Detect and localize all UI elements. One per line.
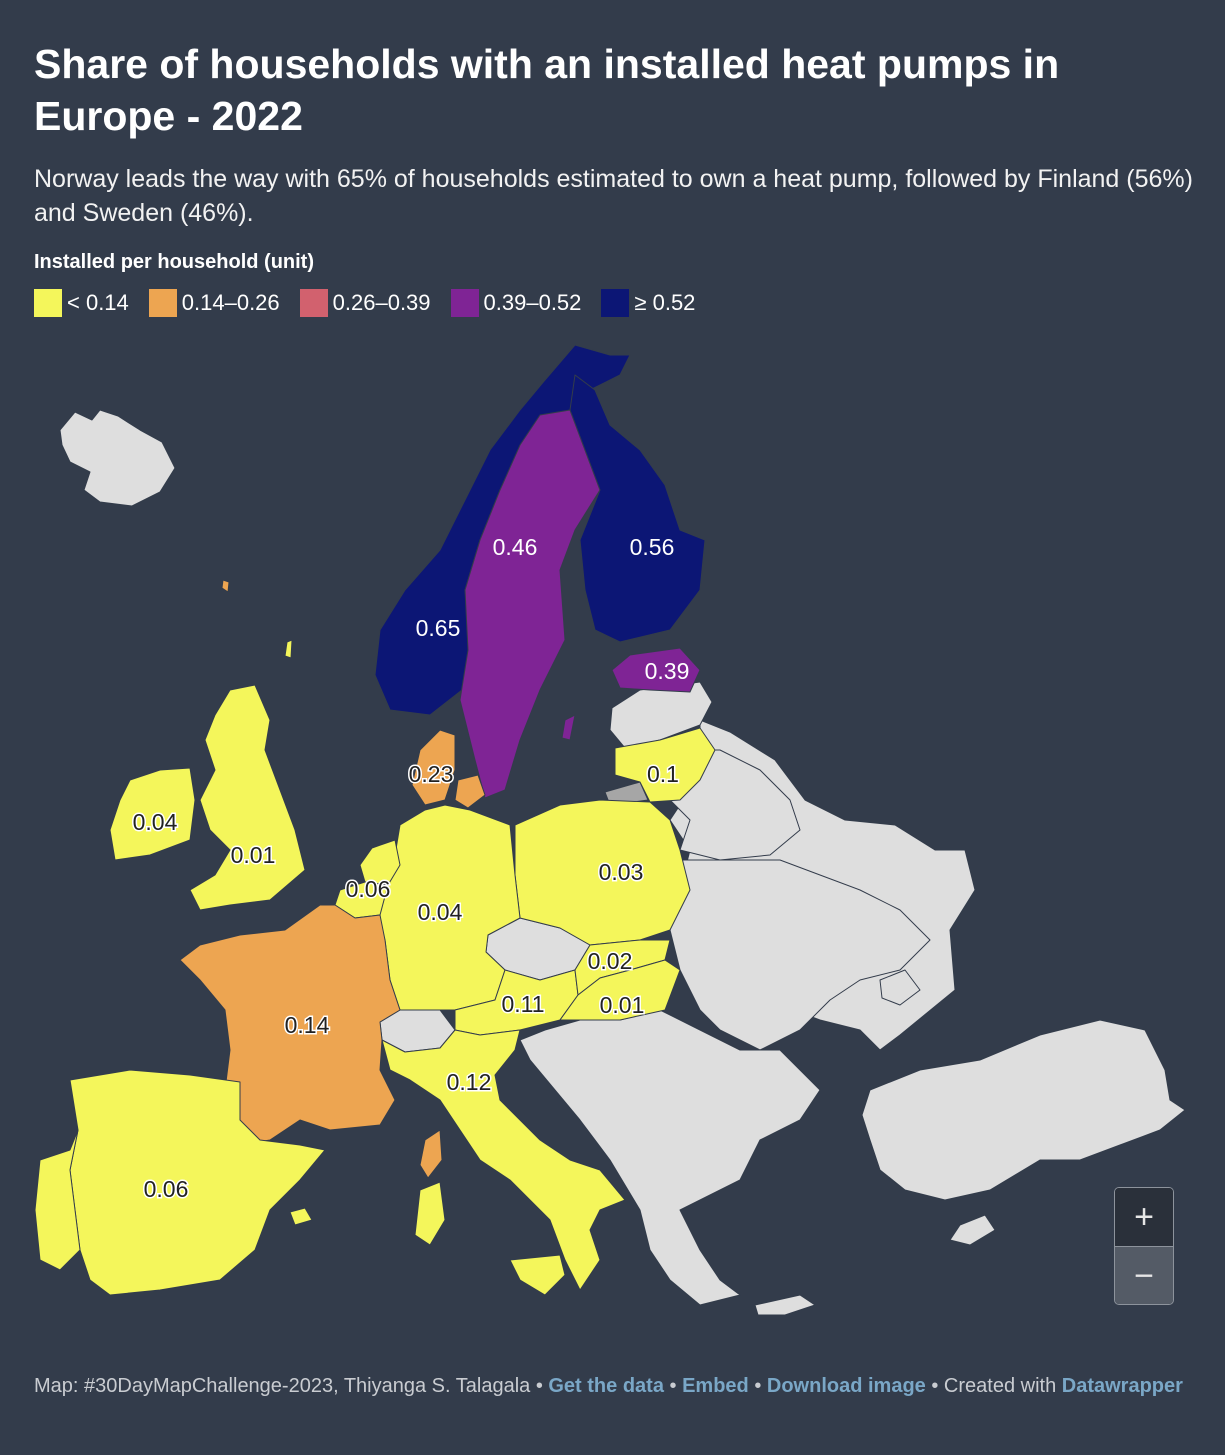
region-italy[interactable] xyxy=(381,1029,626,1291)
legend-swatch-2 xyxy=(148,289,177,317)
region-ukraine[interactable] xyxy=(669,859,931,1051)
region-portugal[interactable] xyxy=(34,1129,81,1271)
get-data-link[interactable]: Get the data xyxy=(548,1375,664,1397)
region-denmark[interactable] xyxy=(411,729,456,806)
chart-subtitle: Norway leads the way with 65% of househo… xyxy=(34,165,1193,227)
label-belgium: 0.06 xyxy=(346,876,391,902)
legend-title: Installed per household (unit) xyxy=(34,251,314,273)
legend-item-5: ≥ 0.52 xyxy=(601,289,695,317)
region-lithuania[interactable] xyxy=(614,727,716,803)
footer-created: • Created with xyxy=(925,1375,1062,1397)
legend-label-2: 0.14–0.26 xyxy=(181,290,280,315)
legend-swatch-3 xyxy=(299,289,328,317)
legend: < 0.14 0.14–0.26 0.26–0.39 0.39–0.52 ≥ 0… xyxy=(34,289,695,317)
label-italy: 0.12 xyxy=(447,1069,492,1095)
legend-label-1: < 0.14 xyxy=(67,290,129,315)
region-sardinia[interactable] xyxy=(414,1181,446,1246)
region-estonia[interactable] xyxy=(611,647,701,693)
label-estonia: 0.39 xyxy=(645,658,690,684)
label-denmark: 0.23 xyxy=(409,761,454,787)
region-poland[interactable] xyxy=(514,799,691,946)
region-gotland[interactable] xyxy=(561,714,576,741)
footer-source: Map: #30DayMapChallenge-2023, Thiyanga S… xyxy=(34,1375,549,1397)
label-slovakia: 0.02 xyxy=(588,948,633,974)
label-finland: 0.56 xyxy=(630,534,675,560)
label-hungary: 0.01 xyxy=(600,992,645,1018)
embed-link[interactable]: Embed xyxy=(682,1375,749,1397)
label-france: 0.14 xyxy=(285,1012,330,1038)
legend-swatch-5 xyxy=(601,289,630,317)
region-uk[interactable] xyxy=(189,684,306,911)
label-uk: 0.01 xyxy=(231,842,276,868)
label-austria: 0.11 xyxy=(501,991,544,1017)
region-sicily[interactable] xyxy=(509,1254,566,1296)
download-image-link[interactable]: Download image xyxy=(766,1375,926,1397)
region-crimea[interactable] xyxy=(879,969,921,1006)
region-turkey[interactable] xyxy=(861,1019,1186,1201)
legend-item-3: 0.26–0.39 xyxy=(299,289,431,317)
label-germany: 0.04 xyxy=(418,899,463,925)
legend-swatch-4 xyxy=(450,289,479,317)
legend-label-5: ≥ 0.52 xyxy=(634,290,696,315)
footer-sep-2: • xyxy=(748,1375,767,1397)
region-shetland[interactable] xyxy=(284,639,293,659)
legend-label-3: 0.26–0.39 xyxy=(332,290,431,315)
region-hungary[interactable] xyxy=(559,959,681,1021)
region-denmark-islands[interactable] xyxy=(454,774,486,809)
region-balkans[interactable] xyxy=(519,1009,821,1306)
region-corsica[interactable] xyxy=(419,1129,443,1179)
label-poland: 0.03 xyxy=(599,859,644,885)
footer-sep-1: • xyxy=(663,1375,683,1397)
legend-item-1: < 0.14 xyxy=(34,289,129,317)
label-lithuania: 0.1 xyxy=(647,761,679,787)
region-balearic[interactable] xyxy=(289,1207,313,1226)
region-ireland[interactable] xyxy=(109,767,196,861)
footer: Map: #30DayMapChallenge-2023, Thiyanga S… xyxy=(34,1373,1184,1399)
zoom-in-button[interactable]: + xyxy=(1115,1188,1173,1246)
europe-map[interactable]: 0.65 0.56 0.46 0.39 0.23 0.14 0.12 0.11 … xyxy=(0,330,1225,1330)
label-spain: 0.06 xyxy=(144,1176,189,1202)
region-iceland[interactable] xyxy=(59,409,176,507)
region-cyprus[interactable] xyxy=(949,1214,996,1246)
label-sweden: 0.46 xyxy=(493,534,538,560)
legend-swatch-1 xyxy=(34,289,62,317)
region-crete[interactable] xyxy=(754,1294,816,1316)
legend-item-4: 0.39–0.52 xyxy=(450,289,582,317)
label-ireland: 0.04 xyxy=(133,809,178,835)
zoom-out-button[interactable]: − xyxy=(1115,1246,1173,1304)
region-finland[interactable] xyxy=(569,374,706,643)
region-faroe[interactable] xyxy=(221,579,230,593)
legend-label-4: 0.39–0.52 xyxy=(483,290,582,315)
chart-title: Share of households with an installed he… xyxy=(34,41,1060,139)
zoom-control: + − xyxy=(1114,1187,1174,1305)
datawrapper-link[interactable]: Datawrapper xyxy=(1061,1375,1183,1397)
label-norway: 0.65 xyxy=(416,615,461,641)
legend-item-2: 0.14–0.26 xyxy=(148,289,280,317)
